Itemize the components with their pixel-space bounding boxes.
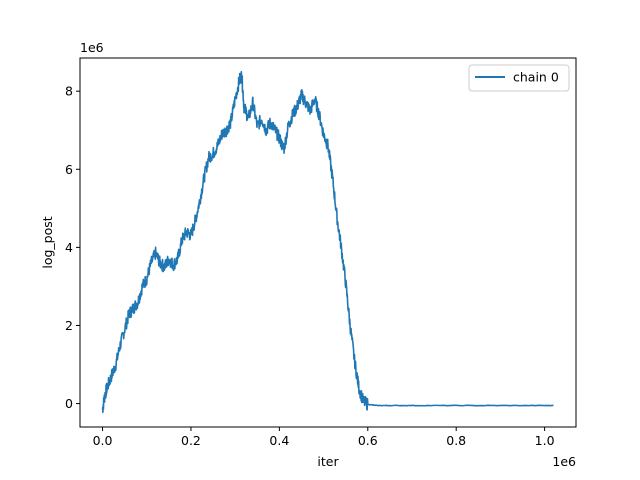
axes-frame: [79, 57, 577, 428]
y-tick-label: 8: [65, 84, 73, 99]
plot-area: [101, 71, 554, 414]
x-tick-label: 0.8: [446, 433, 466, 448]
x-axis: 0.0 0.2 0.4 0.6 0.8 1.0: [93, 427, 555, 448]
y-axis: 0 2 4 6 8: [65, 84, 80, 411]
x-tick-label: 0.6: [358, 433, 378, 448]
y-axis-label: log_post: [40, 216, 55, 268]
x-axis-label: iter: [317, 454, 339, 469]
y-offset-label: 1e6: [80, 40, 104, 55]
y-tick-label: 4: [65, 240, 73, 255]
x-tick-label: 0.0: [93, 433, 113, 448]
x-tick-label: 0.2: [181, 433, 201, 448]
y-tick-label: 2: [65, 318, 73, 333]
legend-label-chain-0: chain 0: [513, 70, 559, 85]
legend-box: [468, 64, 570, 92]
x-tick-label: 1.0: [535, 433, 555, 448]
x-offset-label: 1e6: [552, 454, 576, 469]
y-tick-label: 0: [65, 396, 73, 411]
y-tick-label: 6: [65, 162, 73, 177]
legend: chain 0: [468, 64, 570, 92]
x-tick-label: 0.4: [269, 433, 289, 448]
series-line-chain-0: [101, 71, 554, 414]
